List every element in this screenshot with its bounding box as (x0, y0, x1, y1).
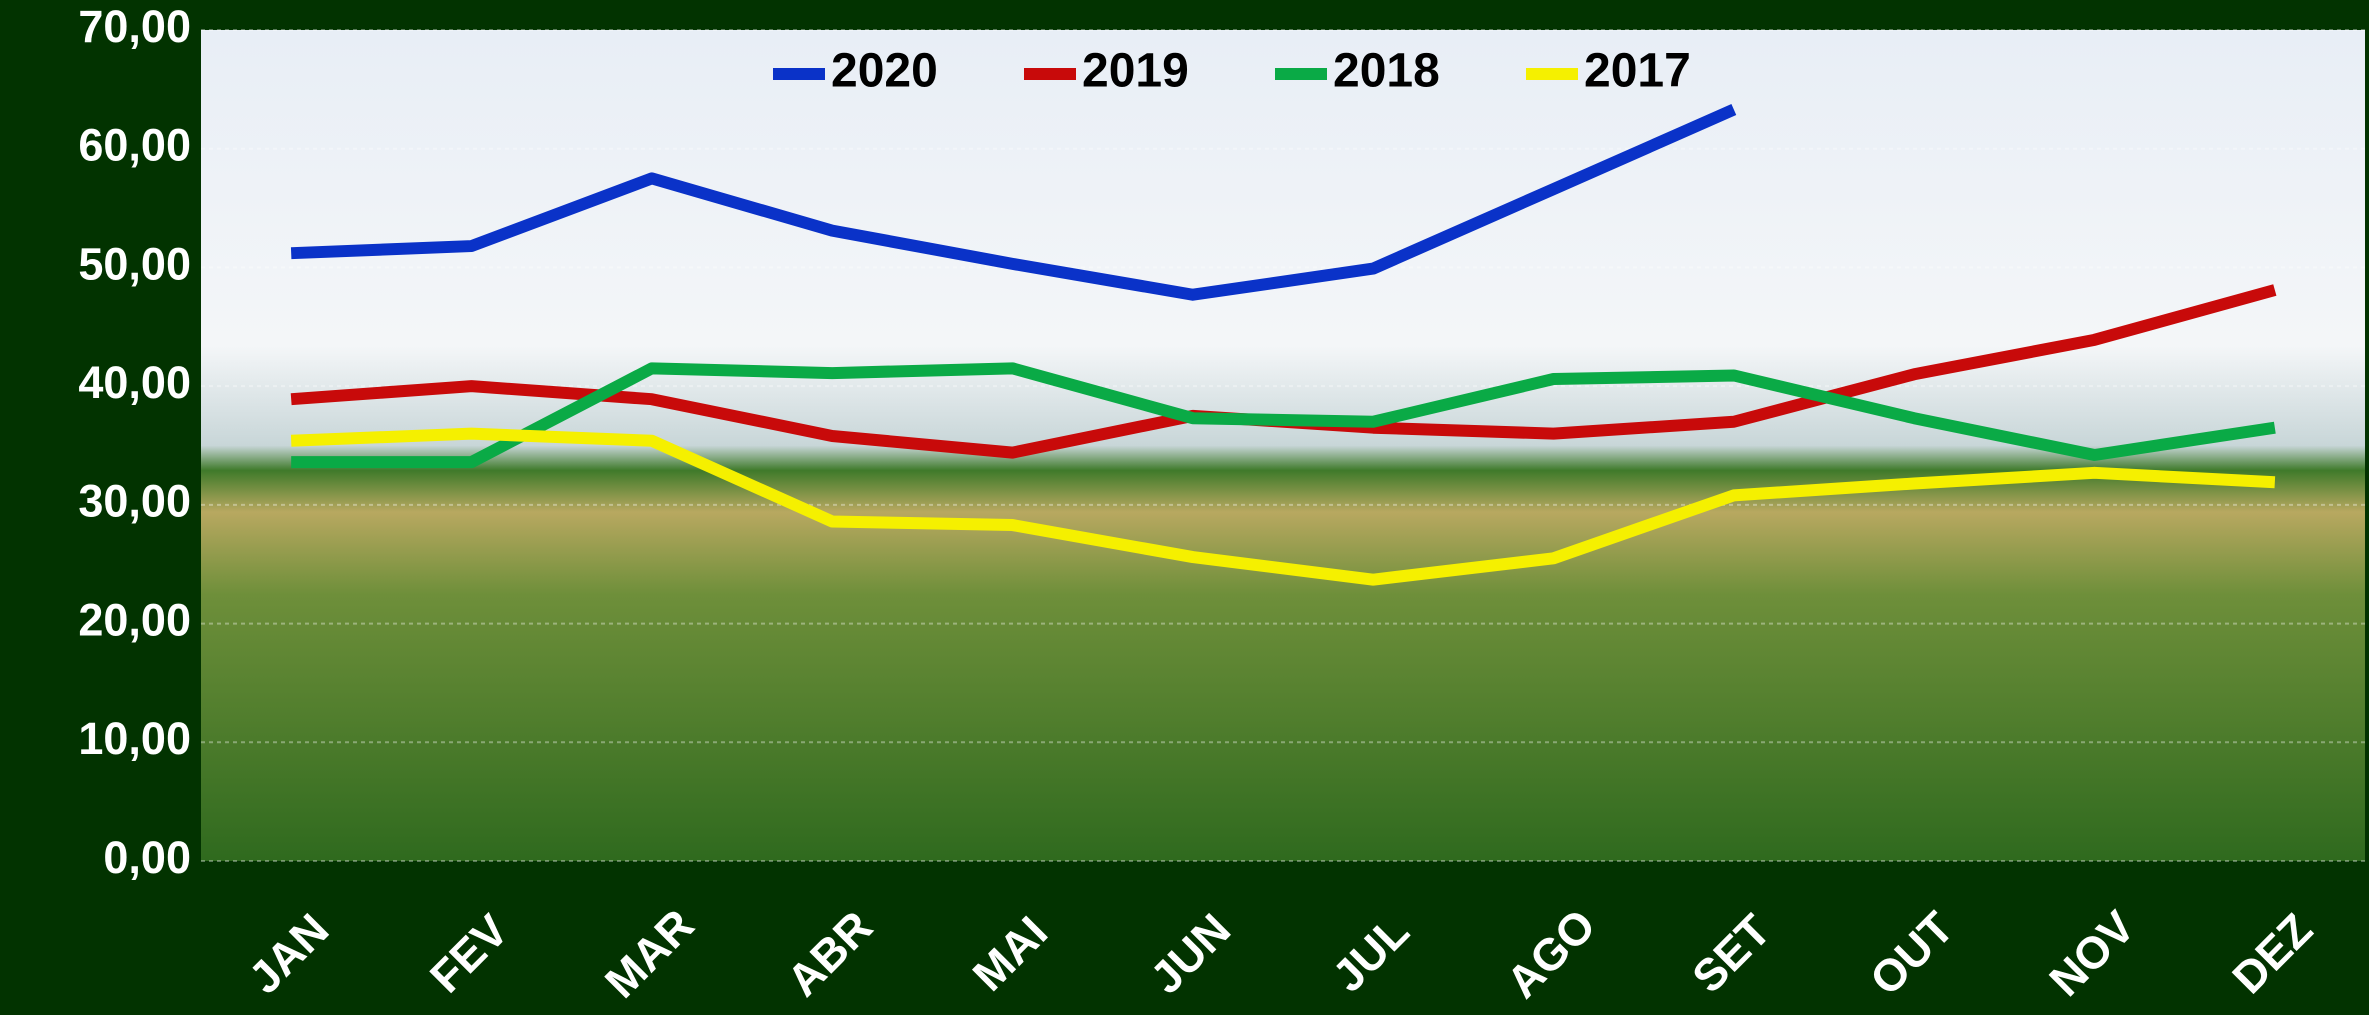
x-tick-label: JUN (1140, 904, 1240, 1004)
x-tick-label: OUT (1860, 902, 1963, 1005)
legend-label: 2018 (1333, 45, 1440, 98)
x-tick-label: ABR (777, 901, 882, 1006)
x-tick-label: SET (1682, 904, 1780, 1002)
x-tick-label: MAR (595, 899, 704, 1008)
x-tick-label: JUL (1323, 905, 1419, 1001)
legend-label: 2020 (831, 45, 938, 98)
x-tick-label: DEZ (2222, 904, 2322, 1004)
legend-label: 2017 (1584, 45, 1691, 98)
y-tick-label: 70,00 (78, 1, 191, 52)
y-tick-label: 30,00 (78, 476, 191, 527)
plot-background (201, 30, 2365, 861)
y-tick-label: 20,00 (78, 594, 191, 645)
x-tick-label: JAN (239, 904, 339, 1004)
y-tick-label: 50,00 (78, 238, 191, 289)
legend-label: 2019 (1082, 45, 1189, 98)
x-tick-label: NOV (2039, 901, 2144, 1006)
y-tick-label: 60,00 (78, 120, 191, 171)
series-line (291, 362, 2276, 469)
x-tick-label: AGO (1497, 899, 1606, 1008)
series-line (290, 427, 2276, 586)
x-tick-label: MAI (963, 906, 1057, 1000)
y-tick-label: 10,00 (78, 713, 191, 764)
y-tick-label: 40,00 (78, 357, 191, 408)
y-tick-label: 0,00 (103, 832, 191, 883)
series-line (290, 104, 1737, 301)
x-tick-label: FEV (420, 904, 518, 1002)
